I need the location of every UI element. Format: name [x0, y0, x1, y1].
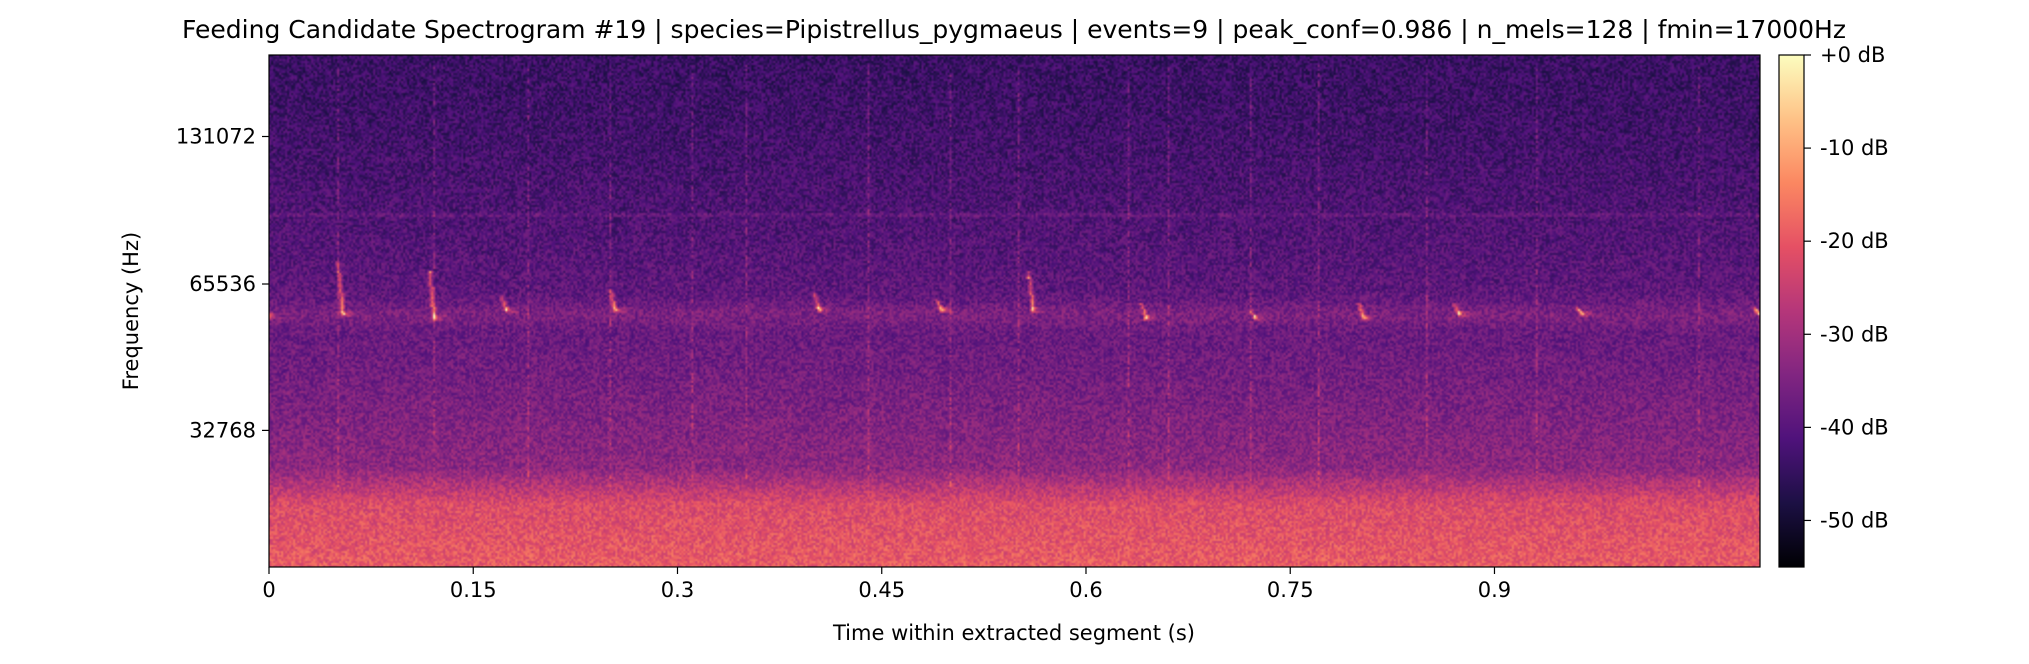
colorbar-tick-label: -30 dB	[1820, 322, 1889, 346]
plot-frame	[268, 54, 1761, 568]
y-tick-label: 65536	[189, 272, 256, 296]
x-tick-label: 0.3	[661, 578, 694, 602]
x-tick-label: 0.75	[1267, 578, 1314, 602]
colorbar-strip	[1779, 55, 1804, 567]
colorbar-tick-label: +0 dB	[1820, 43, 1885, 67]
y-axis: 32768 65536 131072	[176, 125, 269, 442]
chart-title: Feeding Candidate Spectrogram #19 | spec…	[182, 15, 1846, 44]
x-tick-label: 0.6	[1069, 578, 1102, 602]
colorbar-tick-label: -40 dB	[1820, 415, 1889, 439]
x-tick-label: 0.45	[858, 578, 905, 602]
colorbar: +0 dB -10 dB -20 dB -30 dB -40 dB -50 dB	[1778, 43, 1889, 568]
colorbar-ticks: +0 dB -10 dB -20 dB -30 dB -40 dB -50 dB	[1804, 43, 1889, 532]
colorbar-tick-label: -10 dB	[1820, 136, 1889, 160]
spectrogram-image	[269, 55, 1760, 567]
x-axis-label: Time within extracted segment (s)	[832, 621, 1195, 645]
x-axis: 0 0.15 0.3 0.45 0.6 0.75 0.9	[262, 567, 1511, 602]
x-tick-label: 0.15	[450, 578, 497, 602]
y-axis-label: Frequency (Hz)	[119, 232, 143, 390]
colorbar-frame	[1778, 54, 1805, 568]
y-tick-label: 32768	[189, 418, 256, 442]
x-tick-label: 0.9	[1478, 578, 1511, 602]
colorbar-tick-label: -50 dB	[1820, 508, 1889, 532]
x-tick-label: 0	[262, 578, 275, 602]
colorbar-tick-label: -20 dB	[1820, 229, 1889, 253]
y-tick-label: 131072	[176, 125, 256, 149]
spectrogram-plot-area	[268, 54, 1761, 568]
